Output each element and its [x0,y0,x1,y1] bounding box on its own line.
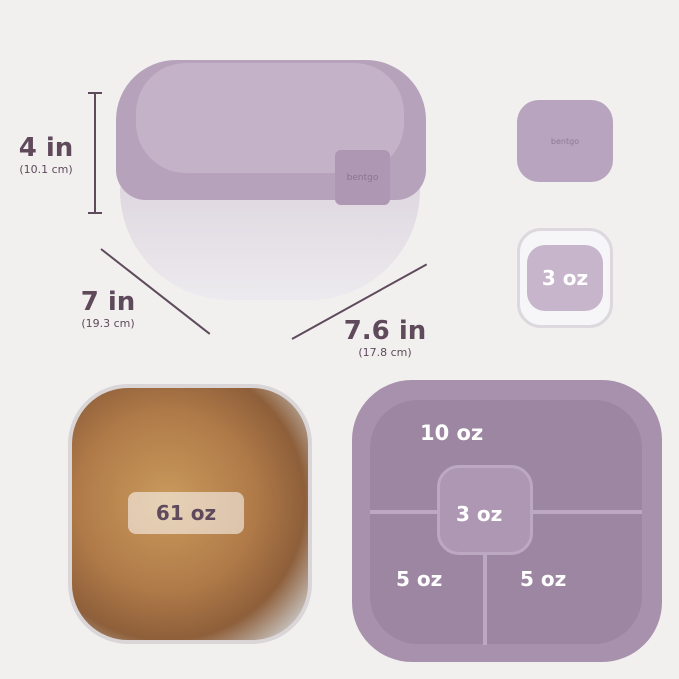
tray-top-capacity: 10 oz [420,421,484,445]
dressing-cup-capacity: 3 oz [527,245,603,311]
dressing-cup-lid: bentgo [517,100,613,182]
height-metric: (10.1 cm) [19,163,73,176]
tray-divider [530,510,642,514]
depth-value: 7 in [80,287,136,317]
tray-divider [370,510,440,514]
height-value: 4 in [18,133,74,163]
tray-center-compartment [437,465,533,555]
height-dimension-line [94,92,96,214]
height-label: 4 in (10.1 cm) [8,133,84,176]
tray-divider [483,553,487,645]
dimension-cap [88,92,102,94]
brand-logo: bentgo [346,172,379,183]
lid-clip: bentgo [335,150,390,205]
salad-bowl-image [68,384,312,644]
bowl-capacity: 61 oz [128,492,244,534]
tray-center-capacity: 3 oz [456,502,503,526]
brand-logo: bentgo [550,136,580,146]
depth-label: 7 in (19.3 cm) [68,287,148,330]
dimension-cap [88,212,102,214]
dressing-cup: 3 oz [517,228,613,328]
depth-metric: (19.3 cm) [81,317,135,330]
width-value: 7.6 in [343,316,427,346]
tray-left-capacity: 5 oz [396,567,443,591]
width-label: 7.6 in (17.8 cm) [340,316,430,359]
width-metric: (17.8 cm) [358,346,412,359]
tray-right-capacity: 5 oz [520,567,567,591]
